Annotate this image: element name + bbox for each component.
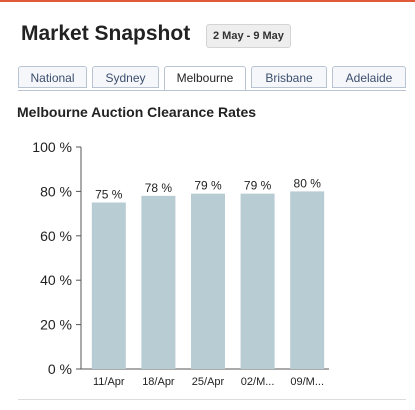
bar-value-label: 75 % <box>95 188 123 202</box>
y-tick-label: 20 % <box>40 317 72 333</box>
bar <box>240 193 275 369</box>
tab-brisbane[interactable]: Brisbane <box>251 66 327 88</box>
bar <box>191 193 225 369</box>
x-tick-label: 02/M... <box>241 376 275 388</box>
y-tick-label: 60 % <box>40 228 72 244</box>
bar-value-label: 78 % <box>145 181 173 195</box>
tab-sydney[interactable]: Sydney <box>92 66 159 88</box>
bar <box>290 191 325 369</box>
accent-rule <box>0 0 415 2</box>
tab-national[interactable]: National <box>18 66 87 88</box>
y-tick-label: 40 % <box>40 272 72 288</box>
x-tick-label: 25/Apr <box>192 376 225 388</box>
city-tabs: National Sydney Melbourne Brisbane Adela… <box>18 66 406 91</box>
x-tick-label: 09/M... <box>290 376 324 388</box>
chart-title: Melbourne Auction Clearance Rates <box>17 104 257 120</box>
bar-value-label: 79 % <box>244 179 272 193</box>
bar <box>141 195 176 369</box>
bottom-divider <box>18 399 406 400</box>
x-tick-label: 18/Apr <box>142 376 175 388</box>
header: Market Snapshot 2 May - 9 May <box>0 0 415 58</box>
tab-adelaide[interactable]: Adelaide <box>332 66 406 88</box>
y-tick-label: 80 % <box>40 183 72 199</box>
page-title: Market Snapshot <box>21 22 191 45</box>
bar-value-label: 79 % <box>194 179 222 193</box>
x-tick-label: 11/Apr <box>93 376 125 388</box>
date-range-badge: 2 May - 9 May <box>206 24 291 48</box>
y-tick-label: 100 % <box>32 139 72 155</box>
tab-underline <box>18 90 406 91</box>
y-tick-label: 0 % <box>48 361 72 377</box>
bar-value-label: 80 % <box>294 176 322 190</box>
bar <box>91 202 126 369</box>
